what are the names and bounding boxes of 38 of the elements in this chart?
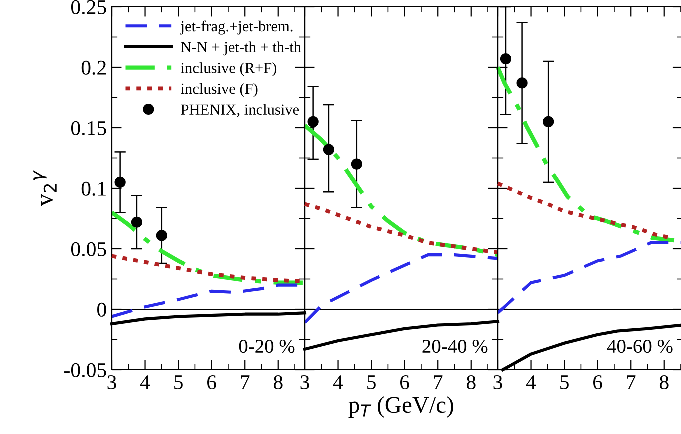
point: [156, 230, 168, 242]
annotation: 40-60 %: [607, 340, 673, 354]
y-tick-label: 0.25: [71, 0, 106, 15]
legend-label: inclusive (R+F): [181, 62, 277, 76]
y-tick-label: -0.05: [64, 363, 106, 378]
x-tick-label: 3: [300, 376, 310, 390]
legend-label: N-N + jet-th + th-th: [181, 42, 302, 56]
x-tick-label: 5: [174, 376, 183, 390]
x-axis-title: p$_{T}$ (GeV/c): [348, 396, 454, 418]
x-tick-label: 3: [494, 376, 502, 390]
x-tick-label: 8: [274, 375, 283, 390]
x-tick-label: 8: [466, 375, 476, 390]
y-tick-label: 0.1: [82, 182, 106, 196]
y-tick-label: 0.05: [71, 242, 106, 257]
legend-label: jet-frag.+jet-brem.: [180, 20, 293, 35]
y-tick-label: 0: [98, 302, 106, 317]
x-tick-label: 7: [241, 376, 250, 390]
legend-label: PHENIX, inclusive: [181, 104, 300, 118]
x-tick-label: 4: [333, 376, 344, 390]
x-tick-label: 4: [526, 376, 536, 390]
x-tick-label: 6: [400, 376, 410, 390]
x-tick-label: 7: [627, 376, 636, 390]
point: [114, 176, 126, 188]
x-tick-label: 6: [594, 376, 602, 390]
annotation: 20-40 %: [422, 340, 488, 354]
y-tick-label: 0.2: [82, 60, 106, 76]
x-tick-label: 3: [108, 376, 116, 390]
annotation: 0-20 %: [239, 340, 295, 354]
x-tick-label: 5: [368, 376, 376, 390]
x-tick-label: 4: [140, 376, 150, 390]
point: [131, 216, 143, 228]
x-tick-label: 8: [660, 375, 669, 390]
x-tick-label: 6: [208, 376, 216, 390]
legend-label: inclusive (F): [181, 83, 258, 98]
y-tick-label: 0.15: [71, 121, 106, 136]
y-axis-title: v$_{2}$$^{γ}$: [34, 170, 57, 206]
x-tick-label: 7: [434, 376, 443, 390]
x-tick-label: 5: [560, 376, 569, 390]
